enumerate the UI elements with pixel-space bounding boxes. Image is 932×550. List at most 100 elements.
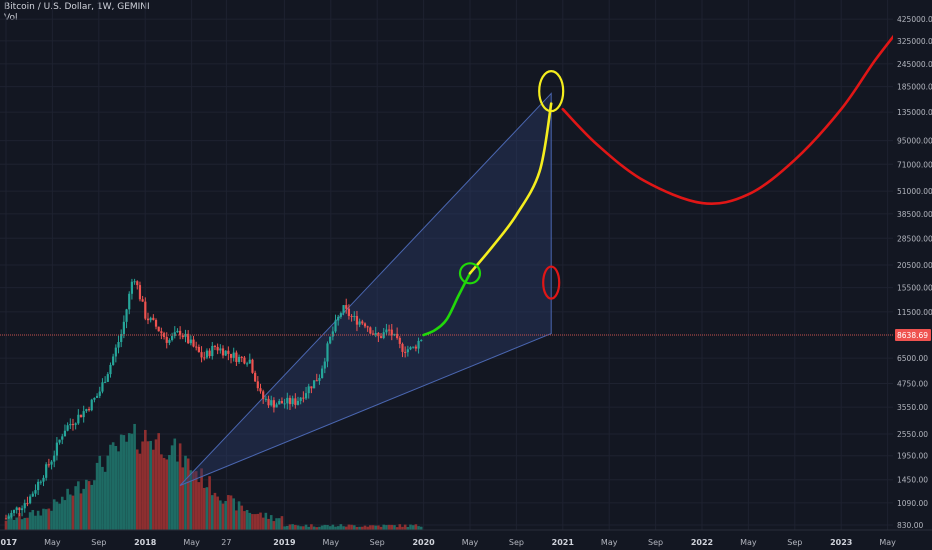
candle-body-79 [216, 346, 219, 351]
candle-body-147 [398, 337, 401, 344]
candle-body-127 [345, 305, 348, 309]
volume-bar-116 [315, 527, 319, 530]
volume-bar-154 [417, 526, 420, 530]
volume-indicator-label[interactable]: Vol [4, 13, 18, 23]
volume-bar-125 [339, 524, 343, 530]
volume-bar-59 [162, 457, 166, 530]
volume-bar-114 [310, 524, 313, 530]
volume-bar-88 [240, 505, 244, 530]
volume-bar-67 [184, 455, 187, 530]
candle-body-54 [149, 317, 152, 321]
volume-bar-119 [323, 524, 327, 530]
volume-bar-7 [23, 517, 27, 530]
time-tick-label-18: 2023 [830, 538, 852, 547]
pattern-triangle [179, 92, 552, 486]
volume-bar-112 [304, 524, 308, 530]
candle-body-82 [224, 350, 227, 356]
volume-bar-155 [419, 526, 423, 530]
candle-body-50 [138, 285, 142, 300]
volume-bar-83 [227, 495, 230, 530]
candle-body-95 [259, 388, 262, 392]
volume-bar-98 [267, 518, 270, 530]
price-tick-label-7: 6500.00 [897, 354, 928, 363]
time-axis[interactable]: 2017 May Sep 2018 May 27 2019 May Sep 2020 May Sep 2… [0, 529, 932, 550]
candle-body-33 [93, 397, 96, 400]
volume-bar-107 [291, 524, 294, 530]
symbol-title[interactable]: Bitcoin / U.S. Dollar, 1W, GEMINI [4, 2, 150, 12]
volume-bar-134 [363, 525, 367, 530]
candle-body-19 [55, 442, 59, 456]
volume-bar-96 [261, 517, 265, 530]
volume-bar-22 [63, 500, 67, 530]
price-tick-label-20: 425000.00 [897, 15, 932, 24]
candle-body-38 [106, 374, 109, 382]
candle-body-45 [125, 309, 128, 322]
volume-bar-23 [66, 488, 69, 530]
candle-body-131 [355, 316, 359, 325]
candle-body-98 [267, 398, 270, 406]
volume-bar-38 [106, 455, 110, 530]
projection-drawings [422, 13, 913, 337]
candle-body-18 [53, 455, 56, 462]
volume-bar-82 [224, 501, 227, 530]
price-tick-label-17: 185000.00 [897, 83, 932, 92]
volume-bar-100 [272, 521, 276, 530]
volume-bar-9 [28, 512, 32, 530]
candle-body-90 [246, 363, 249, 365]
chart-grid [0, 0, 893, 530]
candle-body-46 [128, 293, 131, 310]
price-tick-label-14: 71000.00 [897, 160, 932, 169]
volume-bar-130 [352, 525, 356, 530]
volume-bar-30 [85, 479, 88, 530]
volume-bar-48 [133, 423, 136, 530]
volume-bar-86 [235, 510, 238, 530]
candle-body-72 [197, 346, 200, 353]
volume-bar-126 [342, 526, 345, 530]
volume-bars [4, 423, 423, 530]
volume-bar-85 [232, 498, 236, 530]
price-tick-label-18: 245000.00 [897, 60, 932, 69]
candle-body-2 [10, 512, 13, 517]
volume-bar-20 [58, 503, 61, 530]
candle-body-116 [315, 380, 318, 382]
candle-body-22 [63, 430, 67, 437]
candle-body-51 [141, 299, 144, 302]
last-price-label: 8638.69 [897, 331, 928, 340]
candle-body-100 [272, 400, 275, 408]
candle-body-129 [350, 315, 353, 317]
price-tick-label-11: 28500.00 [897, 234, 932, 243]
candle-body-15 [45, 464, 48, 478]
volume-bar-93 [253, 514, 257, 530]
candle-body-57 [157, 326, 160, 332]
candle-body-4 [15, 507, 18, 510]
candle-body-109 [296, 400, 300, 405]
candle-body-26 [74, 423, 77, 425]
candle-body-0 [4, 518, 8, 520]
candlestick-series [4, 278, 423, 520]
candle-body-133 [361, 321, 364, 324]
candle-body-104 [283, 403, 286, 405]
volume-bar-10 [31, 509, 35, 530]
candle-body-99 [270, 400, 273, 406]
candle-body-150 [406, 349, 409, 353]
volume-bar-32 [90, 484, 94, 530]
candle-body-40 [112, 356, 115, 365]
volume-bar-124 [336, 526, 340, 530]
price-axis[interactable]: 830.00 1090.00 1450.00 1950.00 2550.00 3550.0… [893, 0, 932, 550]
volume-bar-60 [165, 459, 169, 530]
volume-bar-62 [170, 445, 174, 530]
volume-bar-1 [7, 515, 10, 530]
volume-bar-39 [109, 444, 112, 530]
volume-bar-68 [186, 458, 190, 530]
volume-bar-37 [103, 471, 107, 530]
volume-bar-11 [34, 515, 37, 530]
volume-bar-94 [256, 513, 260, 530]
volume-bar-61 [168, 455, 171, 530]
candle-body-31 [87, 409, 91, 411]
price-tick-label-4: 2550.00 [897, 430, 928, 439]
volume-bar-106 [288, 524, 292, 530]
volume-bar-70 [192, 471, 195, 530]
price-tick-label-0: 830.00 [897, 521, 923, 530]
candle-body-16 [47, 464, 50, 466]
